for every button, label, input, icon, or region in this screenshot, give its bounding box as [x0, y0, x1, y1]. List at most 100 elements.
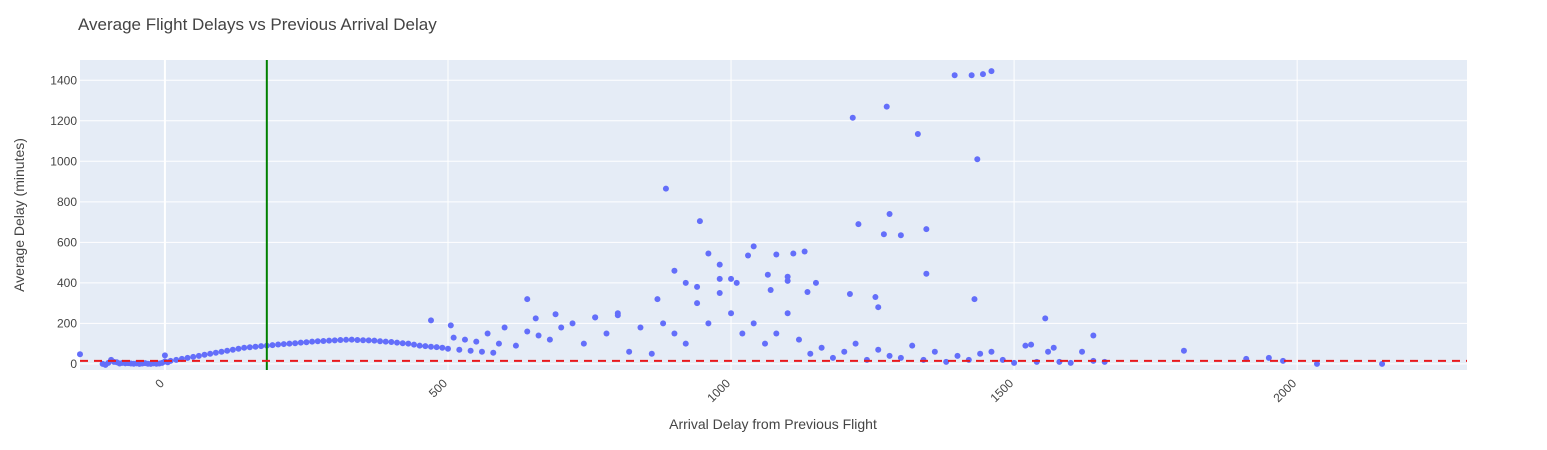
data-point[interactable] — [988, 68, 995, 75]
data-point[interactable] — [524, 296, 531, 303]
data-point[interactable] — [224, 347, 231, 354]
data-point[interactable] — [422, 343, 429, 350]
data-point[interactable] — [988, 348, 995, 355]
data-point[interactable] — [728, 275, 735, 282]
data-point[interactable] — [812, 279, 819, 286]
data-point[interactable] — [473, 338, 480, 345]
data-point[interactable] — [852, 340, 859, 347]
data-point[interactable] — [733, 279, 740, 286]
data-point[interactable] — [931, 348, 938, 355]
data-point[interactable] — [377, 338, 384, 345]
data-point[interactable] — [1042, 315, 1049, 322]
data-point[interactable] — [943, 358, 950, 365]
data-point[interactable] — [447, 322, 454, 329]
data-point[interactable] — [326, 337, 333, 344]
data-point[interactable] — [512, 342, 519, 349]
data-point[interactable] — [207, 350, 214, 357]
data-point[interactable] — [829, 354, 836, 361]
data-point[interactable] — [303, 339, 310, 346]
data-point[interactable] — [660, 320, 667, 327]
data-point[interactable] — [971, 296, 978, 303]
data-point[interactable] — [694, 300, 701, 307]
data-point[interactable] — [603, 330, 610, 337]
data-point[interactable] — [360, 337, 367, 344]
data-point[interactable] — [411, 341, 418, 348]
data-point[interactable] — [467, 347, 474, 354]
data-point[interactable] — [382, 338, 389, 345]
data-point[interactable] — [648, 350, 655, 357]
data-point[interactable] — [974, 156, 981, 163]
data-point[interactable] — [484, 330, 491, 337]
data-point[interactable] — [439, 344, 446, 351]
data-point[interactable] — [320, 338, 327, 345]
data-point[interactable] — [190, 353, 197, 360]
data-point[interactable] — [286, 340, 293, 347]
data-point[interactable] — [954, 352, 961, 359]
data-point[interactable] — [427, 317, 434, 324]
data-point[interactable] — [716, 261, 723, 268]
data-point[interactable] — [671, 330, 678, 337]
data-point[interactable] — [1028, 341, 1035, 348]
data-point[interactable] — [951, 72, 958, 79]
data-point[interactable] — [450, 334, 457, 341]
data-point[interactable] — [696, 218, 703, 225]
data-point[interactable] — [739, 330, 746, 337]
data-point[interactable] — [1079, 348, 1086, 355]
data-point[interactable] — [979, 71, 986, 78]
data-point[interactable] — [552, 311, 559, 318]
data-point[interactable] — [750, 243, 757, 250]
data-point[interactable] — [875, 304, 882, 311]
data-point[interactable] — [275, 341, 282, 348]
data-point[interactable] — [461, 336, 468, 343]
data-point[interactable] — [909, 342, 916, 349]
data-point[interactable] — [1045, 348, 1052, 355]
data-point[interactable] — [297, 339, 304, 346]
data-point[interactable] — [546, 336, 553, 343]
data-point[interactable] — [880, 231, 887, 238]
data-point[interactable] — [1022, 342, 1029, 349]
data-point[interactable] — [405, 340, 412, 347]
data-point[interactable] — [501, 324, 508, 331]
data-point[interactable] — [292, 340, 299, 347]
data-point[interactable] — [1265, 354, 1272, 361]
data-point[interactable] — [637, 324, 644, 331]
data-point[interactable] — [977, 350, 984, 357]
data-point[interactable] — [77, 351, 83, 358]
data-point[interactable] — [846, 291, 853, 298]
data-point[interactable] — [773, 330, 780, 337]
data-point[interactable] — [427, 343, 434, 350]
data-point[interactable] — [173, 356, 180, 363]
data-point[interactable] — [1067, 359, 1074, 366]
data-point[interactable] — [923, 270, 930, 277]
data-point[interactable] — [883, 103, 890, 110]
data-point[interactable] — [716, 275, 723, 282]
data-point[interactable] — [1056, 358, 1063, 365]
data-point[interactable] — [745, 252, 752, 259]
data-point[interactable] — [201, 351, 208, 358]
data-point[interactable] — [671, 267, 678, 274]
data-point[interactable] — [399, 340, 406, 347]
data-point[interactable] — [784, 310, 791, 317]
data-point[interactable] — [654, 296, 661, 303]
data-point[interactable] — [728, 310, 735, 317]
data-point[interactable] — [795, 336, 802, 343]
data-point[interactable] — [841, 348, 848, 355]
data-point[interactable] — [897, 232, 904, 239]
data-point[interactable] — [1050, 344, 1057, 351]
data-point[interactable] — [716, 290, 723, 297]
data-point[interactable] — [235, 345, 242, 352]
data-point[interactable] — [863, 356, 870, 363]
data-point[interactable] — [343, 336, 350, 343]
data-point[interactable] — [456, 346, 463, 353]
data-point[interactable] — [886, 352, 893, 359]
data-point[interactable] — [252, 343, 259, 350]
data-point[interactable] — [1101, 358, 1108, 365]
data-point[interactable] — [764, 271, 771, 278]
data-point[interactable] — [280, 341, 287, 348]
data-point[interactable] — [999, 356, 1006, 363]
data-point[interactable] — [626, 348, 633, 355]
data-point[interactable] — [212, 349, 219, 356]
data-point[interactable] — [784, 273, 791, 280]
data-point[interactable] — [535, 332, 542, 339]
data-point[interactable] — [849, 114, 856, 121]
